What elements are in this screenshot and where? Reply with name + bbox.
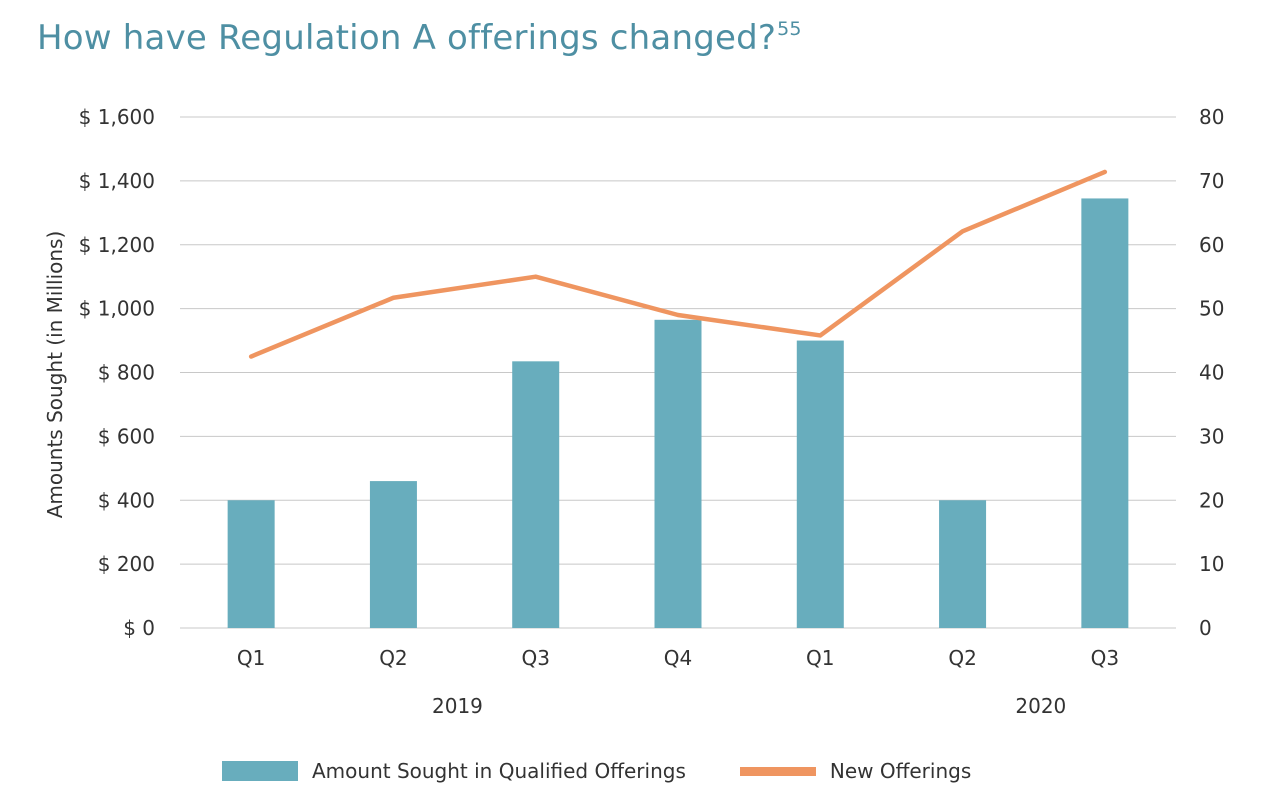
bar xyxy=(796,340,844,628)
legend-label-line: New Offerings xyxy=(829,759,972,783)
y-tick-label: $ 1,200 xyxy=(79,233,155,257)
x-tick-label: Q4 xyxy=(664,646,692,670)
y2-tick-label: 60 xyxy=(1199,233,1224,257)
legend: Amount Sought in Qualified Offerings New… xyxy=(222,756,971,786)
chart-title-text: How have Regulation A offerings changed? xyxy=(37,18,777,58)
y-tick-label: $ 0 xyxy=(123,616,155,640)
y-tick-label: $ 800 xyxy=(98,361,155,385)
series-line-new-offerings xyxy=(248,169,1108,359)
y2-tick-label: 70 xyxy=(1199,169,1224,193)
x-tick-label: Q2 xyxy=(948,646,976,670)
y-tick-label: $ 200 xyxy=(98,552,155,576)
y2-tick-label: 30 xyxy=(1199,424,1224,448)
title-footnote: 55 xyxy=(777,18,802,40)
y-tick-label: $ 1,400 xyxy=(79,169,155,193)
bar xyxy=(227,500,275,628)
bar xyxy=(654,319,702,628)
x-tick-label: Q3 xyxy=(1091,646,1119,670)
x-tick-label: Q3 xyxy=(521,646,549,670)
legend-swatch-line xyxy=(739,766,816,776)
legend-label-bar: Amount Sought in Qualified Offerings xyxy=(312,759,686,783)
y2-tick-label: 0 xyxy=(1199,616,1212,640)
legend-item-bar: Amount Sought in Qualified Offerings xyxy=(222,759,686,783)
y-tick-label: $ 600 xyxy=(98,424,155,448)
chart-title: How have Regulation A offerings changed?… xyxy=(37,18,802,58)
bar xyxy=(512,361,560,628)
bar xyxy=(369,481,417,628)
y-axis-label: Amounts Sought (in Millions) xyxy=(43,231,67,519)
legend-item-line: New Offerings xyxy=(739,759,972,783)
y2-tick-label: 50 xyxy=(1199,297,1224,321)
y-tick-label: $ 400 xyxy=(98,488,155,512)
legend-swatch-bar xyxy=(222,761,298,781)
bar xyxy=(939,500,987,628)
y-tick-label: $ 1,000 xyxy=(79,297,155,321)
bar xyxy=(1081,198,1129,629)
x-tick-label: Q2 xyxy=(379,646,407,670)
y-tick-label: $ 1,600 xyxy=(79,105,155,129)
year-label-2020: 2020 xyxy=(1015,694,1066,718)
y2-tick-label: 40 xyxy=(1199,361,1224,385)
year-label-2019: 2019 xyxy=(432,694,483,718)
y2-tick-label: 20 xyxy=(1199,488,1224,512)
y2-tick-label: 10 xyxy=(1199,552,1224,576)
x-tick-label: Q1 xyxy=(237,646,265,670)
y2-tick-label: 80 xyxy=(1199,105,1224,129)
x-tick-label: Q1 xyxy=(806,646,834,670)
